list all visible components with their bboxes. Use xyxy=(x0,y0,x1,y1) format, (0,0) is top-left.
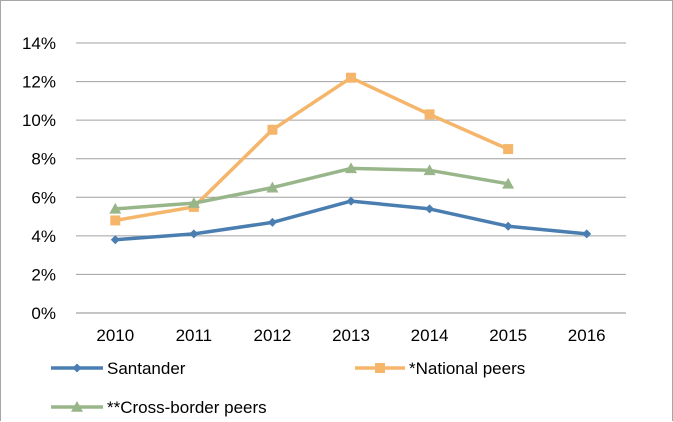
series-line xyxy=(113,75,510,223)
data-point-triangle xyxy=(187,197,200,208)
data-point-diamond xyxy=(346,196,356,206)
data-point-triangle xyxy=(423,164,436,176)
x-axis-ticks: 2010 2011 2012 2013 2014 2015 2016 xyxy=(96,326,605,345)
y-tick-label: 0% xyxy=(31,304,56,323)
data-point-triangle xyxy=(266,181,279,193)
y-tick-label: 4% xyxy=(31,227,56,246)
y-tick-label: 14% xyxy=(22,34,56,53)
gridlines xyxy=(76,42,626,314)
data-point-triangle xyxy=(71,401,83,412)
y-tick-label: 6% xyxy=(31,188,56,207)
x-tick-label: 2011 xyxy=(176,326,213,345)
data-point-diamond xyxy=(72,363,82,373)
x-tick-label: 2014 xyxy=(411,326,449,345)
x-tick-label: 2010 xyxy=(96,326,134,345)
data-point-diamond xyxy=(503,221,513,231)
data-point-diamond xyxy=(110,235,120,245)
x-tick-label: 2012 xyxy=(254,326,292,345)
y-axis-ticks: 0% 2% 4% 6% 8% 10% 12% 14% xyxy=(22,34,56,323)
data-point-triangle xyxy=(502,177,515,189)
y-tick-label: 8% xyxy=(31,150,56,169)
data-point-triangle xyxy=(345,162,357,174)
series-line xyxy=(113,166,510,211)
data-point-square xyxy=(346,72,356,83)
data-point-diamond xyxy=(425,204,435,214)
data-point-square xyxy=(110,215,121,226)
data-point-diamond xyxy=(267,217,277,227)
data-point-square xyxy=(375,363,385,373)
x-tick-label: 2015 xyxy=(489,326,527,345)
x-tick-label: 2013 xyxy=(332,326,370,345)
y-tick-label: 2% xyxy=(31,265,56,284)
y-tick-label: 12% xyxy=(22,73,56,92)
legend-label: Santander xyxy=(107,359,186,378)
series-lines xyxy=(109,72,592,245)
data-point-diamond xyxy=(189,229,199,239)
data-point-diamond xyxy=(582,229,592,239)
legend: Santander *National peers **Cross-border p… xyxy=(51,359,525,417)
data-point-square xyxy=(503,144,514,155)
legend-label: *National peers xyxy=(409,359,525,378)
data-point-square xyxy=(424,109,435,120)
x-tick-label: 2016 xyxy=(568,326,606,345)
legend-label: **Cross-border peers xyxy=(107,398,267,417)
data-point-triangle xyxy=(109,202,122,214)
y-tick-label: 10% xyxy=(22,111,56,130)
data-point-square xyxy=(267,124,278,135)
